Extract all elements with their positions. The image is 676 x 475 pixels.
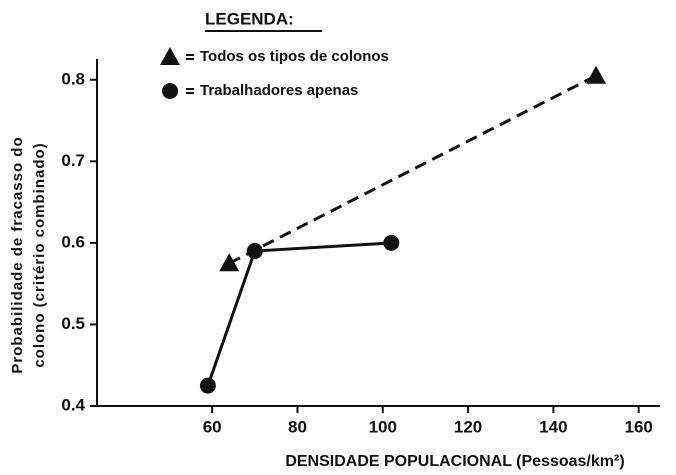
y-tick-label: 0.6 [61, 232, 85, 251]
y-axis-label: Probabilidade de fracasso do [9, 136, 26, 373]
triangle-marker [219, 253, 240, 272]
x-tick-label: 140 [539, 417, 567, 436]
series-line [206, 241, 392, 387]
x-tick-label: 100 [369, 417, 397, 436]
legend-label: Trabalhadores apenas [200, 82, 358, 99]
circle-marker [162, 83, 178, 99]
x-tick-label: 120 [454, 417, 482, 436]
triangle-marker [160, 47, 180, 65]
series-line [228, 74, 597, 265]
y-tick-label: 0.4 [61, 395, 85, 414]
circle-marker [383, 234, 400, 251]
y-tick-label: 0.8 [61, 69, 85, 88]
x-tick-label: 160 [624, 417, 652, 436]
circle-marker [199, 377, 216, 394]
triangle-marker [586, 65, 607, 84]
x-tick-label: 60 [203, 417, 222, 436]
x-axis-label: DENSIDADE POPULACIONAL (Pessoas/km²) [285, 453, 624, 470]
circle-marker [246, 243, 263, 260]
x-tick-label: 80 [288, 417, 307, 436]
y-tick-label: 0.7 [61, 151, 85, 170]
legend-label: Todos os tipos de colonos [200, 48, 389, 65]
y-tick-label: 0.5 [61, 314, 85, 333]
legend-title: LEGENDA: [205, 9, 294, 28]
y-axis-label: colono (critério combinado) [31, 142, 48, 367]
